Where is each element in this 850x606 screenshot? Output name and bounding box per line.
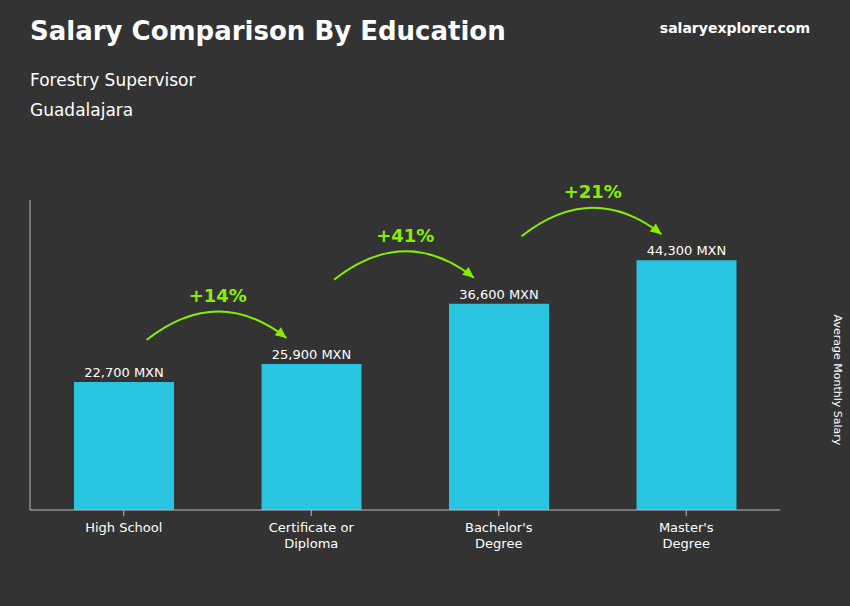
svg-text:44,300 MXN: 44,300 MXN: [647, 243, 726, 258]
html-text:Guadalajara: Guadalajara: [30, 100, 134, 120]
svg-text:Bachelor'sDegree: Bachelor'sDegree: [465, 520, 533, 551]
html-text:Forestry Supervisor: Forestry Supervisor: [30, 70, 196, 90]
svg-text:Certificate orDiploma: Certificate orDiploma: [269, 520, 355, 551]
svg-text:36,600 MXN: 36,600 MXN: [459, 287, 538, 302]
html-text:Salary Comparison By Education: Salary Comparison By Education: [30, 16, 506, 46]
html-text:salaryexplorer.com: salaryexplorer.com: [659, 20, 810, 36]
svg-text:High School: High School: [85, 520, 162, 535]
svg-text:+21%: +21%: [564, 181, 622, 202]
svg-text:22,700 MXN: 22,700 MXN: [84, 365, 163, 380]
svg-text:+14%: +14%: [189, 285, 247, 306]
svg-text:+41%: +41%: [376, 225, 434, 246]
svg-text:25,900 MXN: 25,900 MXN: [272, 347, 351, 362]
html-text:Average Monthly Salary: Average Monthly Salary: [831, 314, 844, 446]
svg-text:Master'sDegree: Master'sDegree: [659, 520, 714, 551]
